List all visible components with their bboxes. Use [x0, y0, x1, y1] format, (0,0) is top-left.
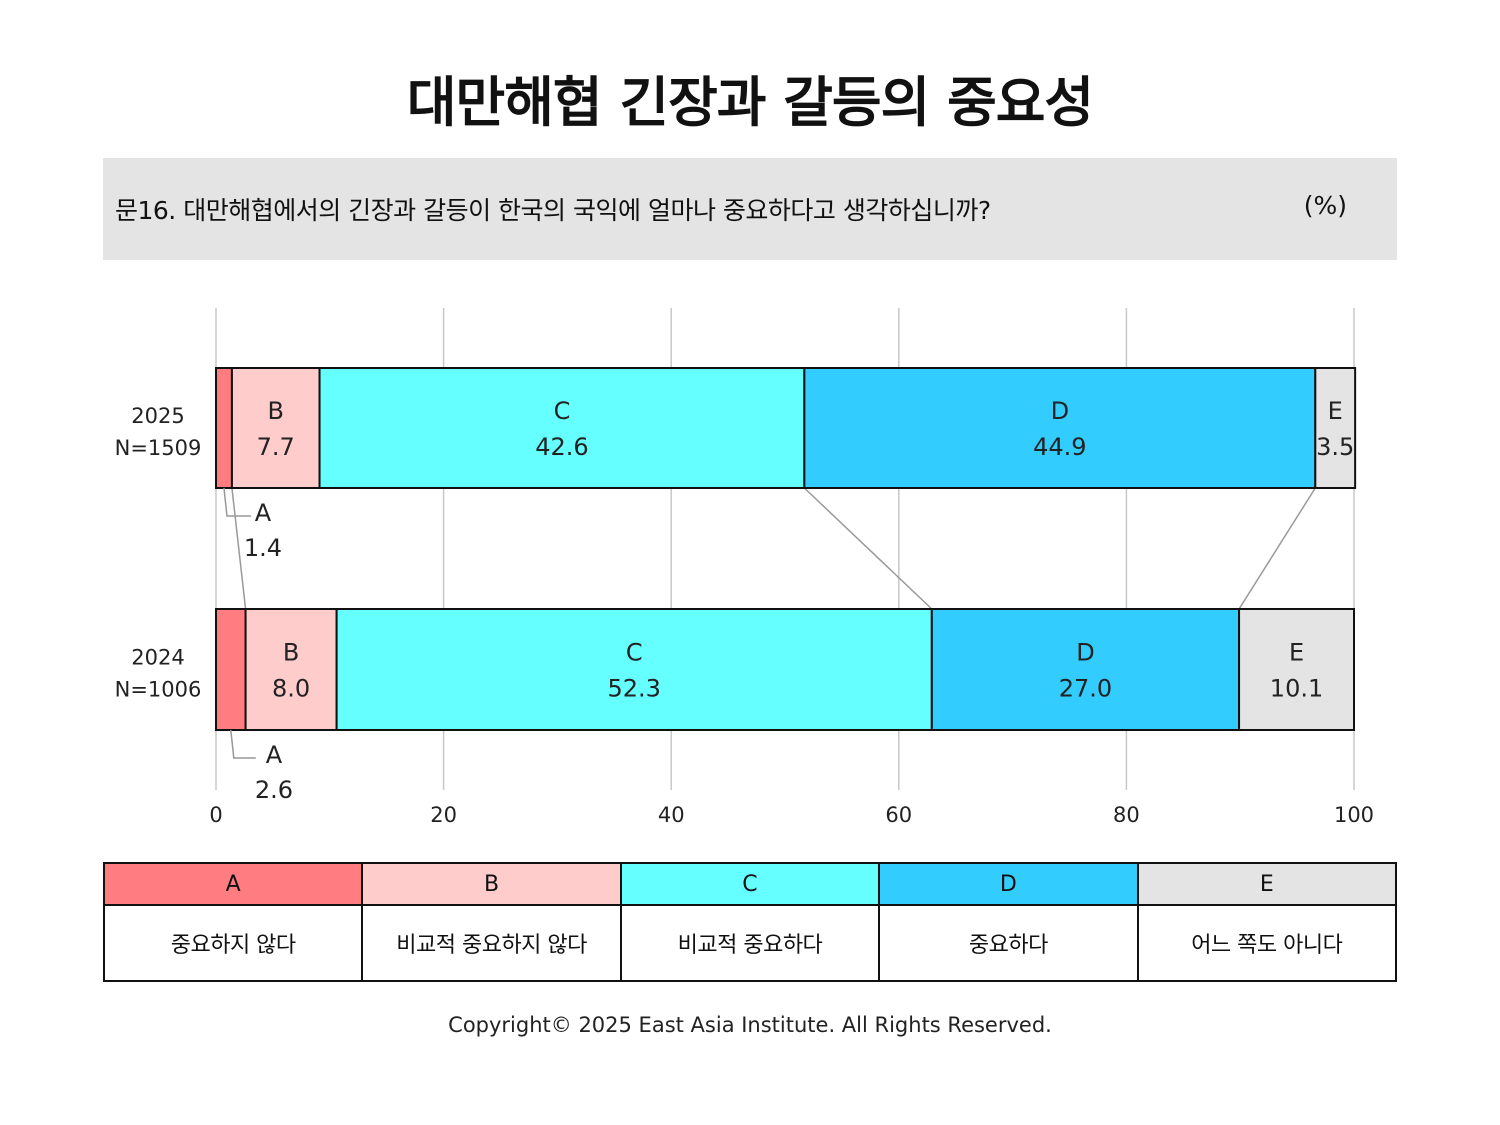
label-leader-a [230, 729, 256, 759]
bar-label-name: E [1328, 397, 1343, 425]
legend-key-a: A [102, 862, 364, 906]
x-tick-label: 60 [885, 803, 912, 827]
bar-label-name: B [268, 397, 284, 425]
stacked-bar-chart: 0 20 40 60 80 100 A 1.4 B 7.7 C 42.6 D 44.9 E 3.5 2025 N=… [115, 308, 1374, 827]
bar-label-value: 1.4 [244, 534, 282, 562]
label-leader-a [223, 487, 251, 517]
bar-segment-b [244, 608, 338, 731]
bar-label-name: C [626, 639, 643, 667]
legend-label-d: 중요하다 [878, 904, 1139, 982]
legend-key-e: E [1136, 862, 1398, 906]
chart-title: 대만해협 긴장과 갈등의 중요성 [406, 71, 1094, 134]
question-text: 문16. 대만해협에서의 긴장과 갈등이 한국의 국익에 얼마나 중요하다고 생… [115, 196, 991, 225]
bar-label-value: 2.6 [255, 776, 293, 804]
bar-label-value: 3.5 [1316, 433, 1354, 461]
category-n-label: N=1509 [115, 436, 202, 460]
legend-key-c: C [619, 862, 881, 906]
bar-label-value: 42.6 [535, 433, 588, 461]
bar-segment-e [1314, 367, 1357, 489]
category-year-label: 2025 [131, 404, 184, 428]
bar-segment-e [1238, 608, 1356, 731]
bar-label-value: 52.3 [607, 675, 660, 703]
category-n-label: N=1006 [115, 678, 202, 702]
bar-label-value: 8.0 [272, 675, 310, 703]
bar-label-value: 7.7 [257, 433, 295, 461]
legend-label-c: 비교적 중요하다 [619, 904, 881, 982]
connector-line [231, 487, 247, 610]
legend-label-e: 어느 쪽도 아니다 [1136, 904, 1398, 982]
legend-key-d: D [878, 862, 1139, 906]
bar-segment-a [215, 608, 247, 731]
legend-key-b: B [361, 862, 622, 906]
bar-label-name: E [1289, 639, 1304, 667]
bar-segment-b [230, 367, 321, 489]
legend-label-b: 비교적 중요하지 않다 [361, 904, 622, 982]
category-year-label: 2024 [131, 646, 184, 670]
copyright: Copyright© 2025 East Asia Institute. All… [448, 1013, 1052, 1037]
bar-label-name: C [554, 397, 571, 425]
unit-label: (%) [1303, 191, 1347, 220]
bar-label-name: A [266, 741, 283, 769]
bar-label-value: 10.1 [1270, 675, 1323, 703]
bar-segment-d [803, 367, 1317, 489]
bar-label-name: D [1051, 397, 1069, 425]
connector-line [1238, 487, 1316, 610]
x-tick-label: 100 [1334, 803, 1374, 827]
bar-label-name: A [255, 499, 272, 527]
bar-label-value: 44.9 [1033, 433, 1086, 461]
legend-label-a: 중요하지 않다 [102, 904, 364, 982]
bar-segment-d [930, 608, 1241, 731]
x-tick-label: 40 [658, 803, 685, 827]
connector-line [803, 487, 933, 610]
bar-label-value: 27.0 [1059, 675, 1112, 703]
bar-segment-a [215, 367, 233, 489]
bar-label-name: D [1076, 639, 1094, 667]
x-tick-label: 0 [209, 803, 222, 827]
bar-label-name: B [283, 639, 299, 667]
bar-segment-c [335, 608, 933, 731]
x-tick-label: 80 [1113, 803, 1140, 827]
x-tick-label: 20 [430, 803, 457, 827]
legend-table: A B C D E 중요하지 않다 비교적 중요하지 않다 비교적 중요하다 중… [102, 862, 1398, 982]
bar-segment-c [318, 367, 806, 489]
question-box: 문16. 대만해협에서의 긴장과 갈등이 한국의 국익에 얼마나 중요하다고 생… [103, 158, 1397, 260]
